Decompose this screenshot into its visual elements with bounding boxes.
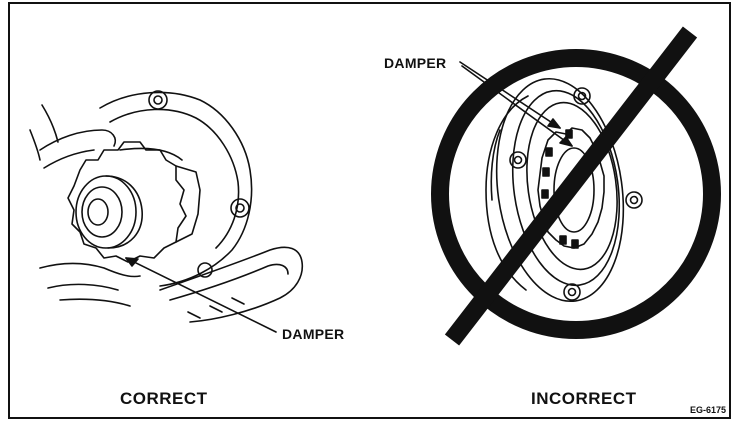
- correct-damper-label: DAMPER: [282, 326, 345, 342]
- figure-code: EG-6175: [690, 405, 727, 415]
- correct-caption: CORRECT: [120, 389, 208, 408]
- correct-pump-drawing: [29, 90, 304, 333]
- incorrect-caption: INCORRECT: [531, 389, 637, 408]
- prohibition-sign: [431, 26, 721, 346]
- incorrect-pump-drawing: [459, 61, 643, 303]
- incorrect-damper-label: DAMPER: [384, 55, 447, 71]
